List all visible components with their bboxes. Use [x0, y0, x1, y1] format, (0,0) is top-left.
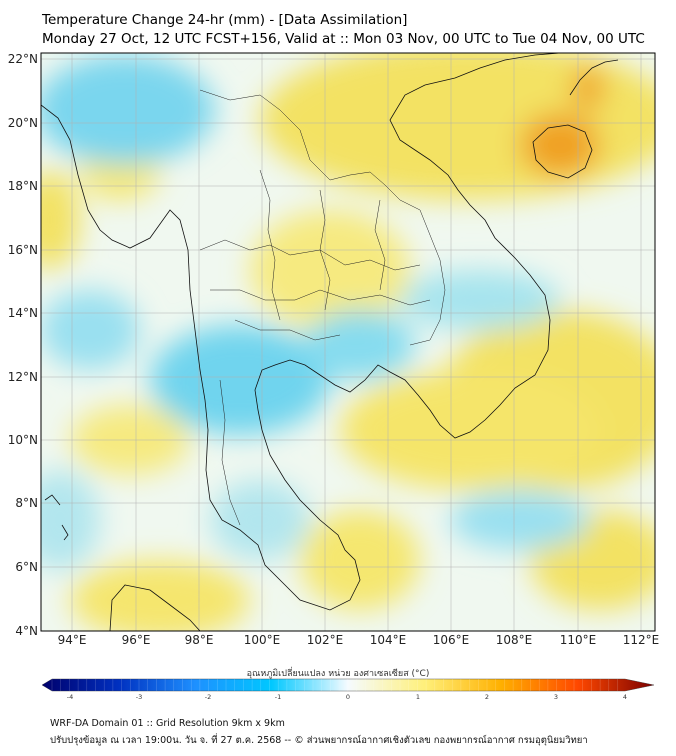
- coastlines: [41, 53, 619, 631]
- map-title: Temperature Change 24-hr (mm) - [Data As…: [42, 12, 408, 28]
- colorbar-tick: 0: [346, 693, 350, 700]
- lat-label: 14°N: [8, 306, 38, 320]
- colorbar-ticks: -4 -3 -2 -1 0 1 2 3 4: [67, 693, 627, 700]
- lon-label: 100°E: [244, 633, 281, 647]
- lon-label: 96°E: [122, 633, 151, 647]
- colorbar-tick: 3: [554, 693, 558, 700]
- lat-label: 22°N: [8, 52, 38, 66]
- lat-label: 12°N: [8, 370, 38, 384]
- lat-axis: 22°N 20°N 18°N 16°N 14°N 12°N 10°N 8°N 6…: [8, 52, 38, 638]
- colorbar-tick: -1: [275, 693, 281, 700]
- footer-model-info: WRF-DA Domain 01 :: Grid Resolution 9km …: [50, 718, 285, 729]
- lat-label: 6°N: [15, 560, 38, 574]
- colorbar-tick: 1: [416, 693, 420, 700]
- province-borders: [199, 89, 446, 526]
- lon-label: 106°E: [433, 633, 470, 647]
- temperature-change-map: 94°E 96°E 98°E 100°E 102°E 104°E 106°E 1…: [8, 52, 660, 700]
- colorbar-title: อุณหภูมิเปลี่ยนแปลง หน่วย องศาเซลเซียส (…: [246, 669, 430, 679]
- lat-label: 4°N: [15, 624, 38, 638]
- colorbar-tick: 4: [623, 693, 627, 700]
- lon-axis: 94°E 96°E 98°E 100°E 102°E 104°E 106°E 1…: [58, 633, 660, 647]
- lon-label: 94°E: [58, 633, 87, 647]
- colorbar-tick: -2: [205, 693, 211, 700]
- footer-credit: ปรับปรุงข้อมูล ณ เวลา 19:00น. วัน จ. ที่…: [50, 735, 588, 746]
- lon-label: 112°E: [623, 633, 660, 647]
- lat-label: 8°N: [15, 496, 38, 510]
- colorbar-tick: -3: [136, 693, 142, 700]
- lon-label: 108°E: [496, 633, 533, 647]
- map-frame: [40, 52, 656, 632]
- lat-label: 20°N: [8, 116, 38, 130]
- colorbar-tick: 2: [485, 693, 489, 700]
- lon-label: 102°E: [307, 633, 344, 647]
- colorbar-segments: [51, 679, 618, 691]
- lon-label: 98°E: [185, 633, 214, 647]
- colorbar: -4 -3 -2 -1 0 1 2 3 4: [41, 678, 655, 700]
- lon-label: 104°E: [370, 633, 407, 647]
- lat-label: 10°N: [8, 433, 38, 447]
- lat-label: 18°N: [8, 179, 38, 193]
- colorbar-tick: -4: [67, 693, 73, 700]
- lon-label: 110°E: [560, 633, 597, 647]
- temperature-field: [41, 53, 655, 631]
- lat-label: 16°N: [8, 243, 38, 257]
- map-subtitle: Monday 27 Oct, 12 UTC FCST+156, Valid at…: [42, 31, 645, 47]
